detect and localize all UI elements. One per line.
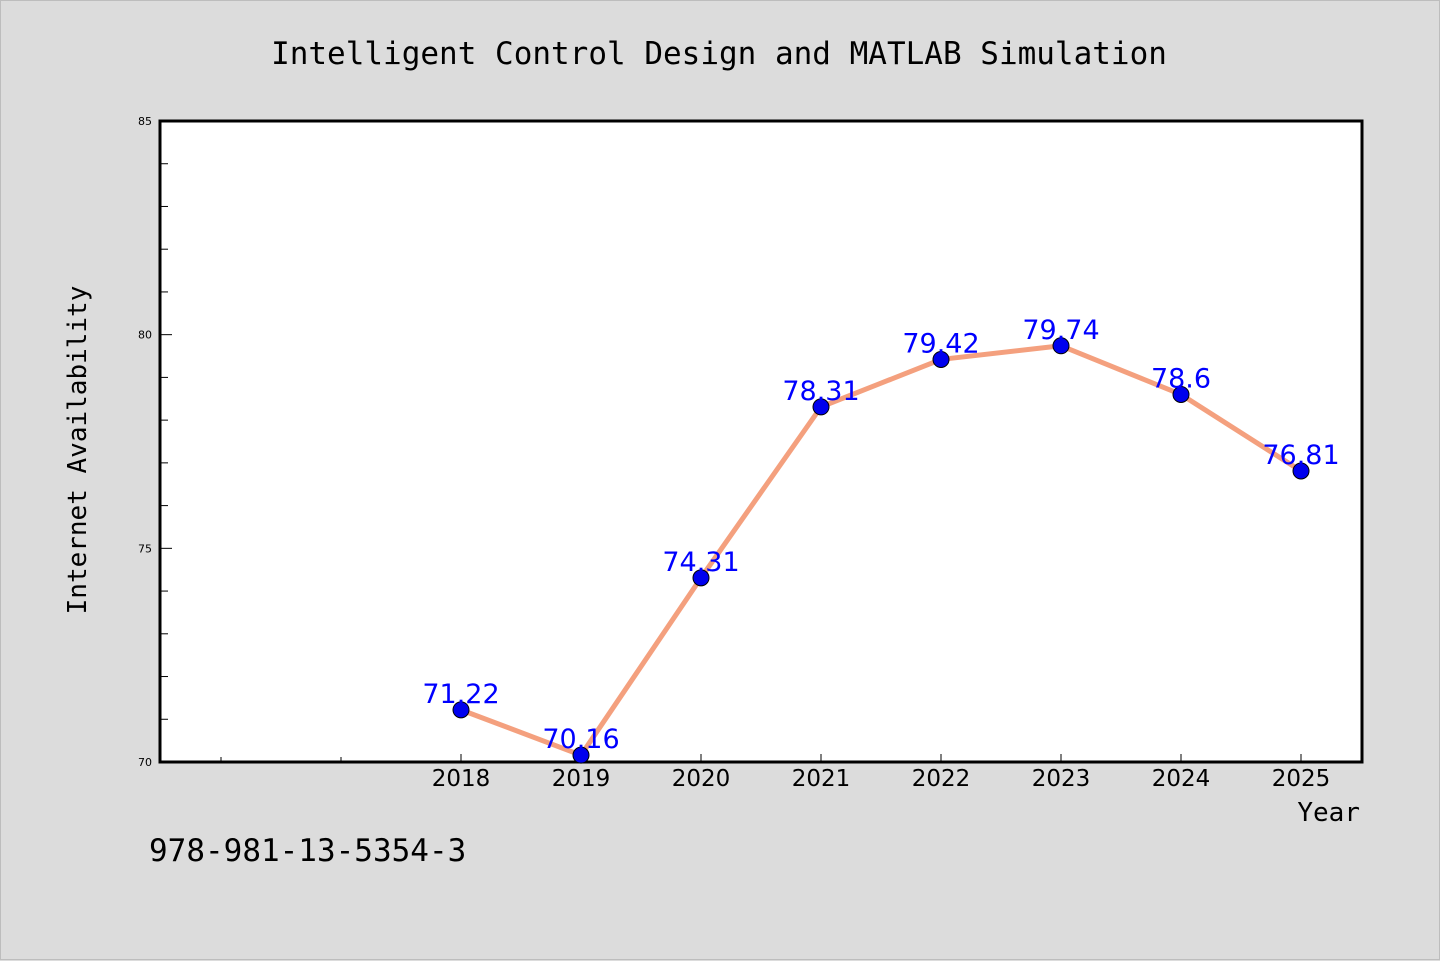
data-label: 79.74 <box>1022 315 1099 346</box>
y-axis-label: Internet Availability <box>63 286 93 615</box>
data-point-marker <box>812 398 830 416</box>
x-tick-label: 2025 <box>1272 766 1331 792</box>
data-point-marker <box>572 746 590 764</box>
isbn-text: 978-981-13-5354-3 <box>149 833 467 869</box>
series-layer: 71.22 70.16 74.31 78.31 79.42 79.74 78.6 76.81 <box>422 315 1340 764</box>
x-tick-label: 2021 <box>792 766 851 792</box>
data-point-marker <box>932 350 950 368</box>
series-line <box>458 343 1304 758</box>
data-point-marker <box>1052 337 1070 355</box>
data-point-marker <box>692 569 710 587</box>
y-axis: 70 75 80 85 <box>138 115 172 769</box>
x-tick-label: 2019 <box>552 766 611 792</box>
data-label: 74.31 <box>662 547 739 578</box>
data-label: 78.31 <box>782 376 859 407</box>
x-axis-label: Year <box>1297 798 1360 828</box>
x-tick-label: 2024 <box>1152 766 1211 792</box>
plot-area <box>158 119 1364 764</box>
data-point-marker <box>1172 385 1190 403</box>
chart-title: Intelligent Control Design and MATLAB Si… <box>271 36 1167 72</box>
data-point-marker <box>452 701 470 719</box>
y-tick-label: 70 <box>138 756 152 769</box>
x-tick-label: 2023 <box>1032 766 1091 792</box>
x-tick-label: 2022 <box>912 766 971 792</box>
data-label: 78.6 <box>1151 363 1211 394</box>
y-tick-label: 80 <box>138 329 152 342</box>
data-label: 71.22 <box>422 679 499 710</box>
x-tick-label: 2018 <box>432 766 491 792</box>
data-label: 79.42 <box>902 328 979 359</box>
y-tick-label: 75 <box>138 542 152 555</box>
data-point-marker <box>1292 462 1310 480</box>
y-tick-label: 85 <box>138 115 152 128</box>
x-tick-label: 2020 <box>672 766 731 792</box>
data-label: 76.81 <box>1262 440 1339 471</box>
data-label: 70.16 <box>542 724 619 755</box>
x-axis: 2018 2019 2020 2021 2022 2023 2024 2025 <box>220 754 1331 792</box>
